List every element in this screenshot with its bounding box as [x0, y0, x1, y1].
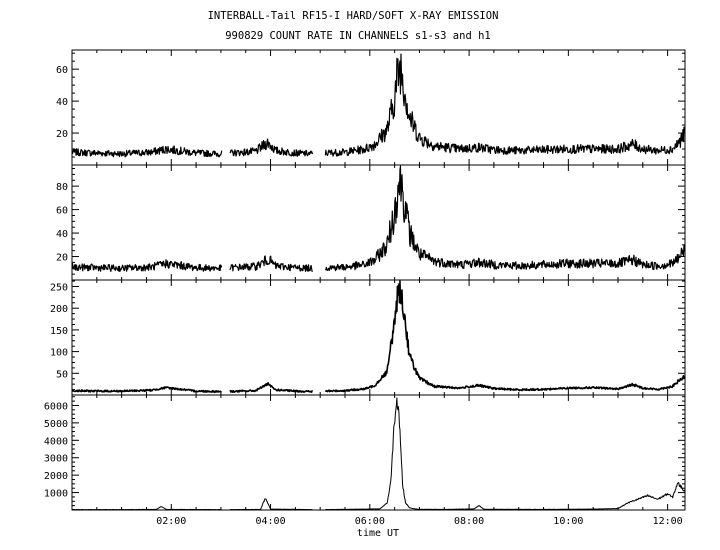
y-tick-label: 50 [56, 369, 68, 380]
y-tick-label: 200 [50, 304, 68, 315]
x-tick-label: 08:00 [454, 516, 484, 527]
panel-4: 1000 2000 3000 4000 5000 6000 [44, 394, 686, 511]
panel-2: 20 40 60 80 [56, 164, 686, 281]
y-tick-label: 150 [50, 326, 68, 337]
y-tick-label: 100 [50, 348, 68, 359]
y-tick-label: 3000 [44, 454, 68, 465]
panel-1-series-line [71, 53, 686, 158]
panels-group: 20 40 60 20 40 60 80 50 100 150 200 250 1000 2000 3000… [44, 49, 686, 511]
y-tick-label: 2000 [44, 471, 68, 482]
x-tick-label: 02:00 [156, 516, 186, 527]
y-tick-label: 250 [50, 283, 68, 294]
panel-3-frame [71, 279, 686, 396]
y-tick-label: 40 [56, 97, 68, 108]
panel-4-series-line [71, 397, 686, 511]
x-tick-label: 10:00 [553, 516, 583, 527]
y-tick-label: 4000 [44, 436, 68, 447]
x-tick-label: 06:00 [355, 516, 385, 527]
panel-3-series-line [71, 280, 686, 394]
y-tick-label: 80 [56, 182, 68, 193]
y-tick-label: 6000 [44, 401, 68, 412]
x-tick-label: 04:00 [255, 516, 285, 527]
x-axis-label: time UT [357, 528, 399, 539]
y-tick-label: 60 [56, 206, 68, 217]
y-tick-label: 60 [56, 65, 68, 76]
panel-4-frame [71, 394, 686, 511]
panel-1: 20 40 60 [56, 49, 686, 166]
x-axis-ticks: 02:00 04:00 06:00 08:00 10:00 12:00 [156, 516, 682, 527]
y-tick-label: 1000 [44, 489, 68, 500]
y-tick-label: 20 [56, 253, 68, 264]
panel-3: 50 100 150 200 250 [50, 279, 686, 396]
chart-title: INTERBALL-Tail RF15-I HARD/SOFT X-RAY EM… [208, 10, 499, 22]
panel-2-series-line [71, 165, 686, 272]
y-tick-label: 5000 [44, 419, 68, 430]
x-tick-label: 12:00 [653, 516, 683, 527]
y-tick-label: 20 [56, 129, 68, 140]
chart-subtitle: 990829 COUNT RATE IN CHANNELS s1-s3 and … [225, 30, 491, 42]
y-tick-label: 40 [56, 229, 68, 240]
